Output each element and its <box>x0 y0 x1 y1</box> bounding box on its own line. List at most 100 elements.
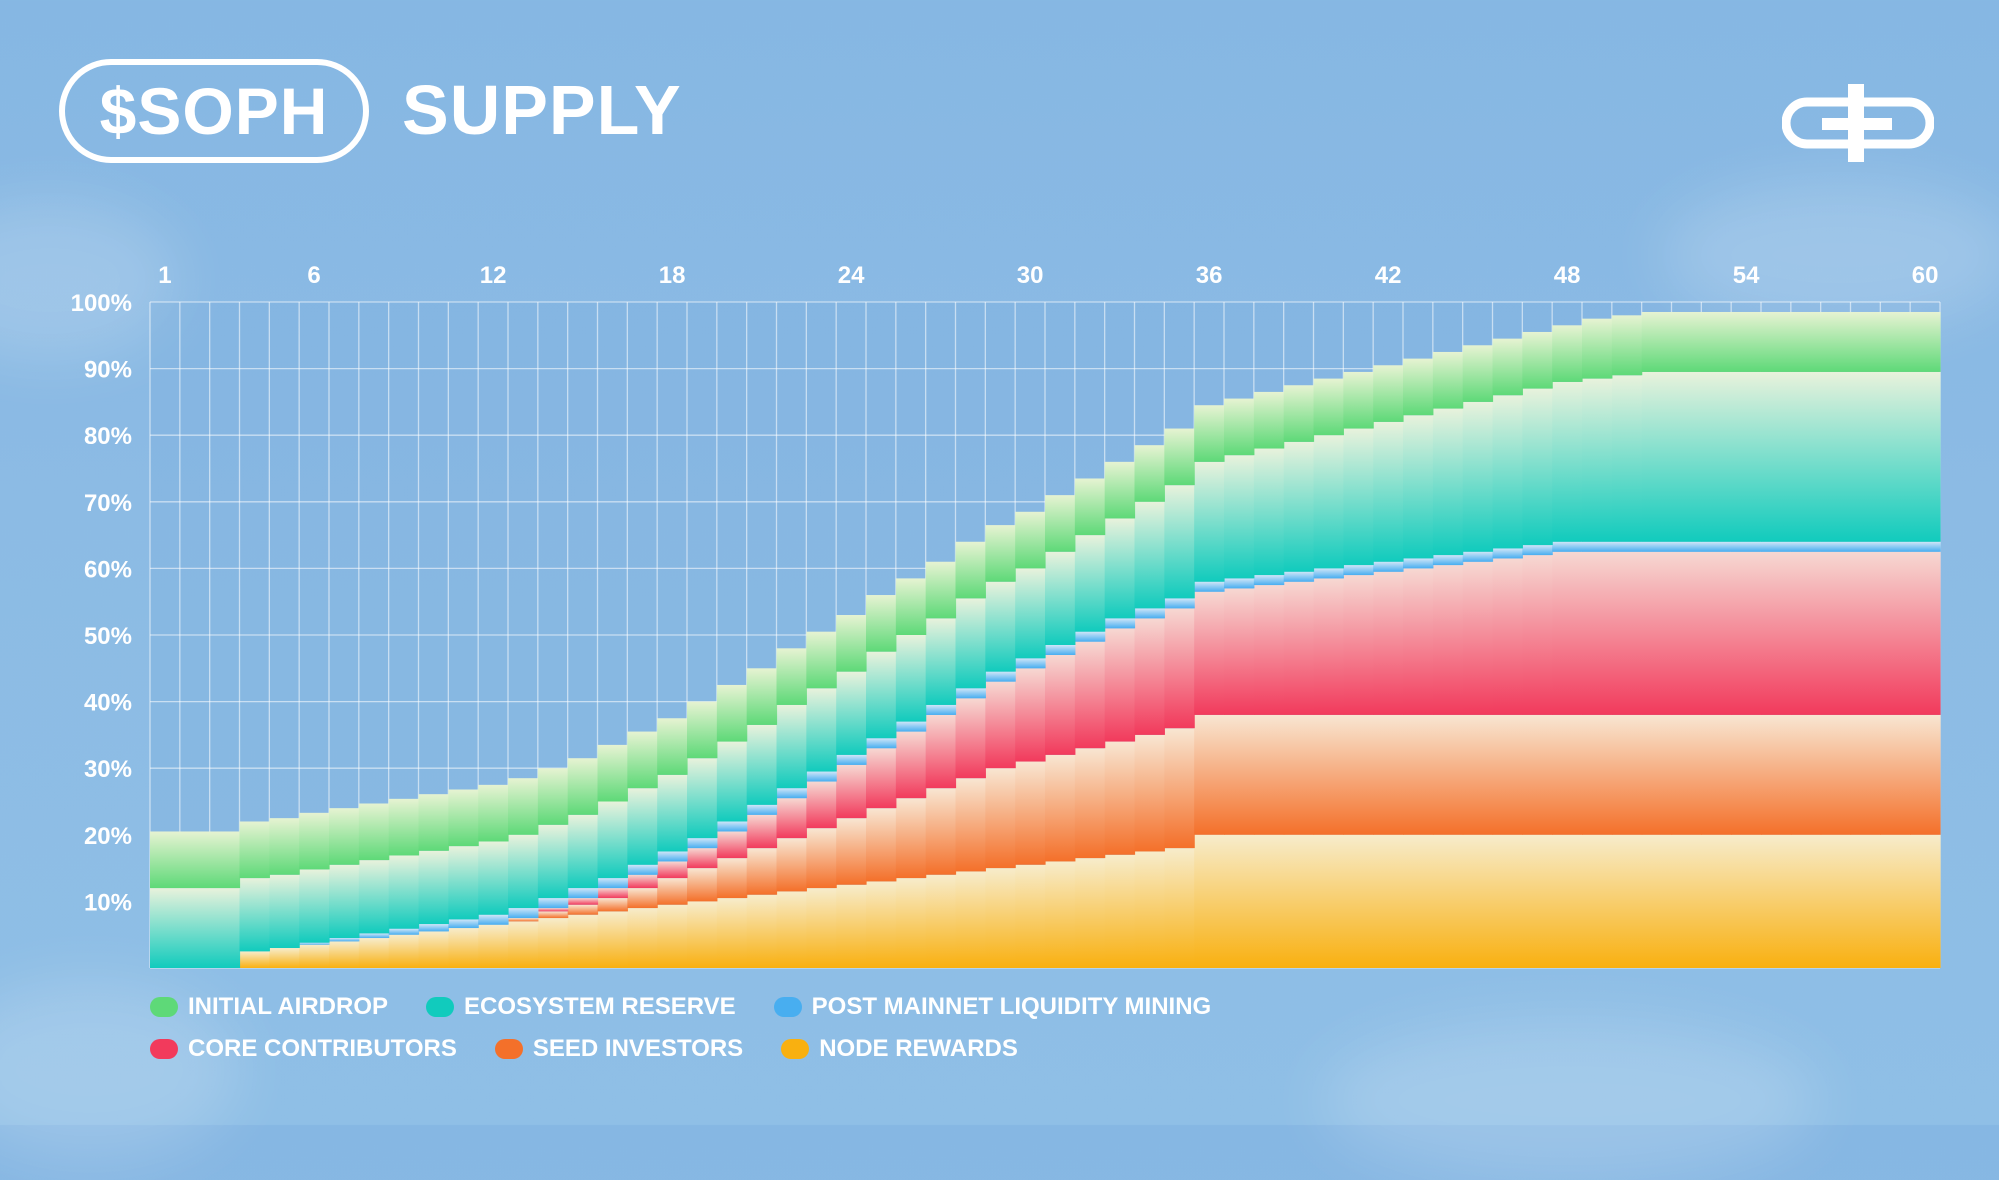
chart-areas <box>150 311 1941 968</box>
seed-investors-bar <box>1731 714 1762 835</box>
post-mainnet-liquidity-mining-bar <box>567 888 599 899</box>
x-tick-label: 42 <box>1375 262 1402 289</box>
seed-investors-bar <box>1641 714 1673 835</box>
core-contributors-bar <box>1761 551 1792 715</box>
seed-investors-bar <box>1671 714 1702 835</box>
seed-investors-bar <box>1283 714 1315 835</box>
post-mainnet-liquidity-mining-bar <box>358 933 390 939</box>
ecosystem-reserve-bar <box>1850 371 1881 542</box>
initial-airdrop-bar <box>806 631 837 689</box>
node-rewards-bar <box>299 944 330 968</box>
node-rewards-bar <box>1373 834 1404 968</box>
initial-airdrop-bar <box>955 541 986 599</box>
ecosystem-reserve-bar <box>508 834 539 909</box>
post-mainnet-liquidity-mining-bar <box>1850 541 1881 552</box>
ecosystem-reserve-bar <box>1761 371 1792 542</box>
ecosystem-reserve-bar <box>627 788 658 865</box>
node-rewards-bar <box>1074 858 1106 968</box>
post-mainnet-liquidity-mining-bar <box>418 924 449 932</box>
ecosystem-reserve-bar <box>1462 401 1494 552</box>
ecosystem-reserve-bar <box>1045 551 1076 645</box>
initial-airdrop-bar <box>985 525 1016 582</box>
node-rewards-bar <box>1432 834 1464 968</box>
seed-investors-bar <box>1552 714 1583 835</box>
core-contributors-bar <box>746 814 778 849</box>
post-mainnet-liquidity-mining-bar <box>299 942 330 945</box>
ecosystem-reserve-bar <box>537 824 569 899</box>
core-contributors-bar <box>1790 551 1822 715</box>
post-mainnet-liquidity-mining-bar <box>1820 541 1852 552</box>
seed-investors-bar <box>537 911 569 919</box>
ecosystem-reserve-bar <box>1582 378 1613 542</box>
node-rewards-bar <box>1313 834 1344 968</box>
y-tick-label: 80% <box>84 423 132 450</box>
core-contributors-bar <box>1462 561 1494 715</box>
initial-airdrop-bar <box>1910 311 1941 372</box>
post-mainnet-liquidity-mining-bar <box>1283 571 1315 582</box>
post-mainnet-liquidity-mining-bar <box>1611 541 1643 552</box>
node-rewards-bar <box>806 888 837 968</box>
node-rewards-bar <box>1582 834 1613 968</box>
legend-label: POST MAINNET LIQUIDITY MINING <box>811 993 1212 1020</box>
initial-airdrop-bar <box>1820 311 1852 372</box>
post-mainnet-liquidity-mining-bar <box>657 851 688 862</box>
initial-airdrop-bar <box>1432 351 1464 409</box>
post-mainnet-liquidity-mining-bar <box>1462 551 1494 562</box>
ecosystem-reserve-bar <box>866 651 897 739</box>
post-mainnet-liquidity-mining-bar <box>836 754 867 765</box>
core-contributors-bar <box>1015 668 1046 762</box>
token-badge: $SOPH <box>59 59 369 163</box>
token-label: $SOPH <box>99 74 329 148</box>
seed-investors-bar <box>1701 714 1732 835</box>
ecosystem-reserve-bar <box>597 801 628 879</box>
node-rewards-bar <box>1701 834 1732 968</box>
initial-airdrop-bar <box>1104 461 1136 519</box>
initial-airdrop-bar <box>239 821 270 879</box>
post-mainnet-liquidity-mining-bar <box>1910 541 1941 552</box>
legend-row-1: INITIAL AIRDROP ECOSYSTEM RESERVE POST MAI… <box>150 993 1249 1021</box>
seed-investors-bar <box>1462 714 1494 835</box>
post-mainnet-liquidity-mining-bar <box>1403 558 1434 569</box>
ecosystem-reserve-bar <box>1432 408 1464 556</box>
seed-investors-bar <box>1253 714 1285 835</box>
post-mainnet-liquidity-mining-bar <box>687 838 718 849</box>
seed-investors-bar <box>1373 714 1404 835</box>
seed-investors-bar <box>657 878 688 905</box>
supply-chart: 100% 90% 80% 70% 60% 50% 40% 30% 20% 10% 1 6 12 18 24 3… <box>84 262 1941 968</box>
post-mainnet-liquidity-mining-bar <box>597 878 628 889</box>
post-mainnet-liquidity-mining-bar <box>537 898 569 909</box>
node-rewards-bar <box>1403 834 1434 968</box>
seed-investors-bar <box>836 818 867 885</box>
ecosystem-reserve-bar <box>209 888 241 968</box>
post-mainnet-liquidity-mining-bar <box>1701 541 1732 552</box>
node-rewards-bar <box>955 871 986 968</box>
ecosystem-reserve-bar <box>299 869 330 943</box>
node-rewards-bar <box>1134 851 1165 968</box>
ecosystem-reserve-bar <box>746 724 778 805</box>
post-mainnet-liquidity-mining-bar <box>1790 541 1822 552</box>
post-mainnet-liquidity-mining-bar <box>776 788 807 799</box>
node-rewards-bar <box>657 904 688 968</box>
node-rewards-bar <box>1015 864 1046 968</box>
post-mainnet-liquidity-mining-bar <box>1552 541 1583 552</box>
node-rewards-bar <box>1462 834 1494 968</box>
initial-airdrop-bar <box>657 718 688 775</box>
node-rewards-bar <box>866 881 897 968</box>
node-rewards-bar <box>239 951 270 968</box>
x-tick-label: 54 <box>1733 262 1760 289</box>
ecosystem-reserve-bar <box>1641 371 1673 542</box>
node-rewards-bar <box>1224 834 1255 968</box>
initial-airdrop-bar <box>478 784 509 842</box>
legend-label: INITIAL AIRDROP <box>188 993 389 1020</box>
node-rewards-bar <box>1880 834 1911 968</box>
node-rewards-bar <box>985 868 1016 968</box>
core-contributors-bar <box>1641 551 1673 715</box>
node-rewards-bar <box>627 908 658 968</box>
node-rewards-bar <box>1552 834 1583 968</box>
ecosystem-reserve-bar <box>478 841 509 915</box>
core-contributors-bar <box>1253 585 1285 715</box>
ecosystem-reserve-bar <box>1134 501 1165 609</box>
core-contributors-bar <box>687 848 718 869</box>
post-mainnet-liquidity-mining-bar <box>1671 541 1702 552</box>
seed-investors-bar <box>1194 714 1225 835</box>
